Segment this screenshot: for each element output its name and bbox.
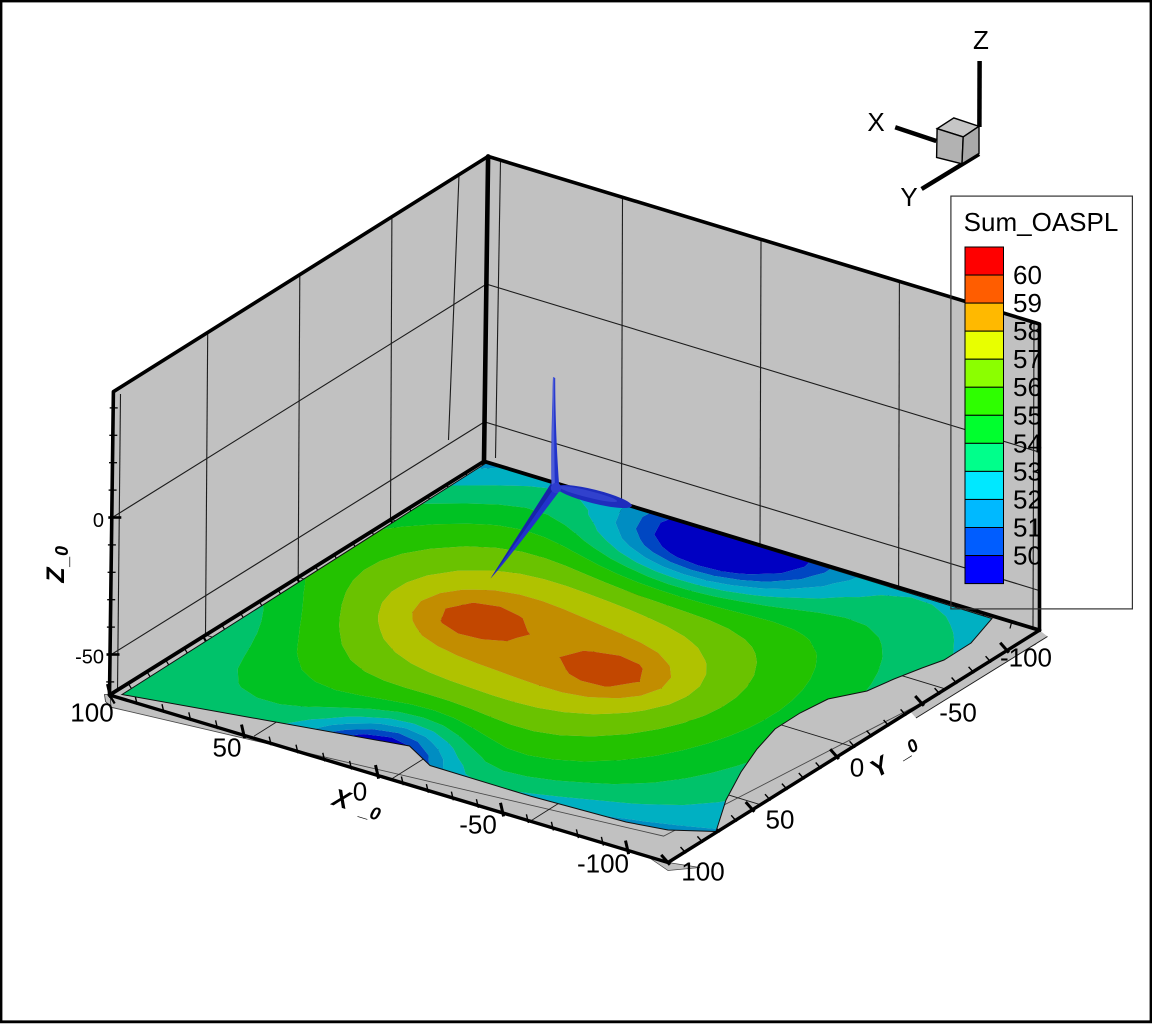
svg-text:_0: _0 bbox=[52, 546, 72, 568]
svg-text:53: 53 bbox=[1013, 456, 1042, 486]
svg-text:-50: -50 bbox=[939, 698, 977, 728]
svg-text:60: 60 bbox=[1013, 260, 1042, 290]
svg-text:-100: -100 bbox=[1000, 643, 1052, 673]
svg-text:59: 59 bbox=[1013, 288, 1042, 318]
svg-text:54: 54 bbox=[1013, 428, 1042, 458]
svg-text:Y: Y bbox=[900, 182, 917, 212]
svg-text:0: 0 bbox=[850, 753, 864, 783]
svg-text:0: 0 bbox=[93, 510, 104, 532]
svg-text:58: 58 bbox=[1013, 316, 1042, 346]
svg-text:-50: -50 bbox=[75, 647, 104, 669]
svg-text:57: 57 bbox=[1013, 344, 1042, 374]
svg-text:Z: Z bbox=[973, 25, 989, 55]
svg-text:100: 100 bbox=[70, 698, 113, 728]
svg-text:50: 50 bbox=[213, 733, 242, 763]
svg-text:50: 50 bbox=[1013, 541, 1042, 571]
svg-text:55: 55 bbox=[1013, 400, 1042, 430]
svg-text:-50: -50 bbox=[459, 810, 497, 840]
svg-text:51: 51 bbox=[1013, 513, 1042, 543]
svg-text:56: 56 bbox=[1013, 372, 1042, 402]
svg-text:52: 52 bbox=[1013, 485, 1042, 515]
svg-text:-100: -100 bbox=[577, 849, 629, 879]
svg-text:X: X bbox=[867, 107, 884, 137]
svg-text:Sum_OASPL: Sum_OASPL bbox=[964, 207, 1119, 237]
svg-text:Z: Z bbox=[42, 566, 70, 584]
svg-text:50: 50 bbox=[766, 805, 795, 835]
svg-text:100: 100 bbox=[681, 857, 724, 887]
